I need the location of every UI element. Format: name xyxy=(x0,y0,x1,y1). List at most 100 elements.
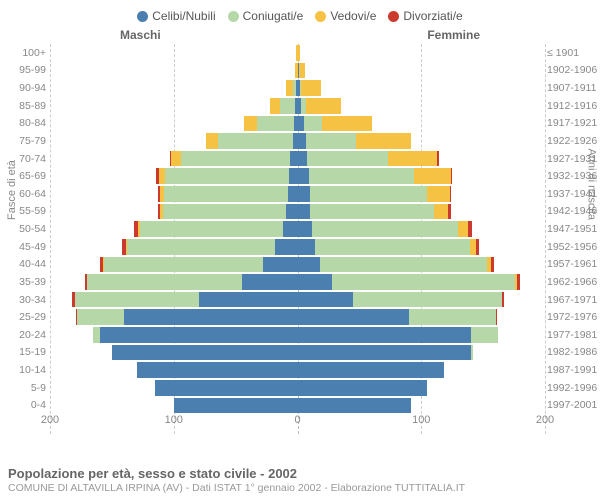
male-bar xyxy=(50,291,298,309)
bar-segment xyxy=(310,204,434,220)
bar-area xyxy=(50,150,545,168)
bar-segment xyxy=(312,221,458,237)
bar-segment xyxy=(206,133,218,149)
age-label: 55-59 xyxy=(0,203,50,221)
plot-area: 100+≤ 190195-991902-190690-941907-191185… xyxy=(50,44,545,434)
bar-segment xyxy=(263,257,298,273)
female-bar xyxy=(298,203,546,221)
bar-segment xyxy=(298,221,313,237)
male-bar xyxy=(50,273,298,291)
bar-area xyxy=(50,379,545,397)
bar-segment xyxy=(448,204,450,220)
bar-segment xyxy=(388,151,438,167)
age-label: 100+ xyxy=(0,44,50,62)
bar-area xyxy=(50,344,545,362)
bar-segment xyxy=(298,133,307,149)
bar-segment xyxy=(332,274,515,290)
bar-segment xyxy=(112,345,298,361)
age-row: 45-491952-1956 xyxy=(50,238,545,256)
bar-segment xyxy=(491,257,495,273)
age-row: 60-641937-1941 xyxy=(50,185,545,203)
bar-segment xyxy=(306,133,356,149)
age-row: 95-991902-1906 xyxy=(50,62,545,80)
bar-segment xyxy=(174,398,298,414)
age-label: 80-84 xyxy=(0,115,50,133)
bar-segment xyxy=(471,345,473,361)
age-row: 25-291972-1976 xyxy=(50,308,545,326)
bar-segment xyxy=(451,168,452,184)
female-bar xyxy=(298,344,546,362)
male-bar xyxy=(50,79,298,97)
bar-segment xyxy=(298,186,310,202)
bar-segment xyxy=(290,151,297,167)
female-bar xyxy=(298,361,546,379)
birth-label: 1937-1941 xyxy=(541,185,600,203)
bar-segment xyxy=(257,116,294,132)
male-bar xyxy=(50,97,298,115)
age-label: 95-99 xyxy=(0,62,50,80)
age-row: 70-741927-1931 xyxy=(50,150,545,168)
legend-swatch xyxy=(228,11,239,22)
birth-label: 1957-1961 xyxy=(541,256,600,274)
age-label: 30-34 xyxy=(0,291,50,309)
age-label: 45-49 xyxy=(0,238,50,256)
female-bar xyxy=(298,326,546,344)
bar-segment xyxy=(298,257,320,273)
bar-area xyxy=(50,44,545,62)
female-bar xyxy=(298,97,546,115)
bar-segment xyxy=(127,239,276,255)
bar-segment xyxy=(496,309,497,325)
age-row: 65-691932-1936 xyxy=(50,167,545,185)
legend-label: Divorziati/e xyxy=(403,9,462,23)
age-label: 5-9 xyxy=(0,379,50,397)
male-bar xyxy=(50,397,298,415)
bar-area xyxy=(50,273,545,291)
bar-segment xyxy=(468,221,472,237)
bar-segment xyxy=(476,239,480,255)
bar-area xyxy=(50,326,545,344)
bar-segment xyxy=(244,116,256,132)
age-row: 0-41997-2001 xyxy=(50,397,545,415)
bar-segment xyxy=(298,380,428,396)
bar-segment xyxy=(218,133,292,149)
bar-segment xyxy=(307,151,387,167)
female-label: Femmine xyxy=(427,28,480,42)
female-bar xyxy=(298,256,546,274)
male-label: Maschi xyxy=(120,28,161,42)
female-bar xyxy=(298,132,546,150)
age-label: 90-94 xyxy=(0,79,50,97)
birth-label: 1997-2001 xyxy=(541,397,600,415)
legend: Celibi/NubiliConiugati/eVedovi/eDivorzia… xyxy=(0,0,600,26)
bar-area xyxy=(50,115,545,133)
x-tick: 200 xyxy=(41,414,59,426)
bar-segment xyxy=(298,45,300,61)
age-label: 65-69 xyxy=(0,167,50,185)
male-bar xyxy=(50,203,298,221)
bar-segment xyxy=(163,204,287,220)
age-row: 40-441957-1961 xyxy=(50,256,545,274)
bar-segment xyxy=(77,309,124,325)
legend-label: Vedovi/e xyxy=(330,9,376,23)
female-bar xyxy=(298,308,546,326)
age-row: 20-241977-1981 xyxy=(50,326,545,344)
male-bar xyxy=(50,44,298,62)
age-label: 10-14 xyxy=(0,361,50,379)
male-bar xyxy=(50,308,298,326)
bar-segment xyxy=(306,98,341,114)
bar-segment xyxy=(409,309,496,325)
age-row: 15-191982-1986 xyxy=(50,344,545,362)
female-bar xyxy=(298,115,546,133)
bar-area xyxy=(50,291,545,309)
age-row: 90-941907-1911 xyxy=(50,79,545,97)
bar-segment xyxy=(298,168,309,184)
bar-area xyxy=(50,185,545,203)
bar-segment xyxy=(298,345,471,361)
bar-segment xyxy=(181,151,290,167)
male-bar xyxy=(50,220,298,238)
bar-area xyxy=(50,308,545,326)
bar-area xyxy=(50,62,545,80)
x-tick: 0 xyxy=(294,414,300,426)
bar-area xyxy=(50,361,545,379)
female-bar xyxy=(298,167,546,185)
male-bar xyxy=(50,256,298,274)
